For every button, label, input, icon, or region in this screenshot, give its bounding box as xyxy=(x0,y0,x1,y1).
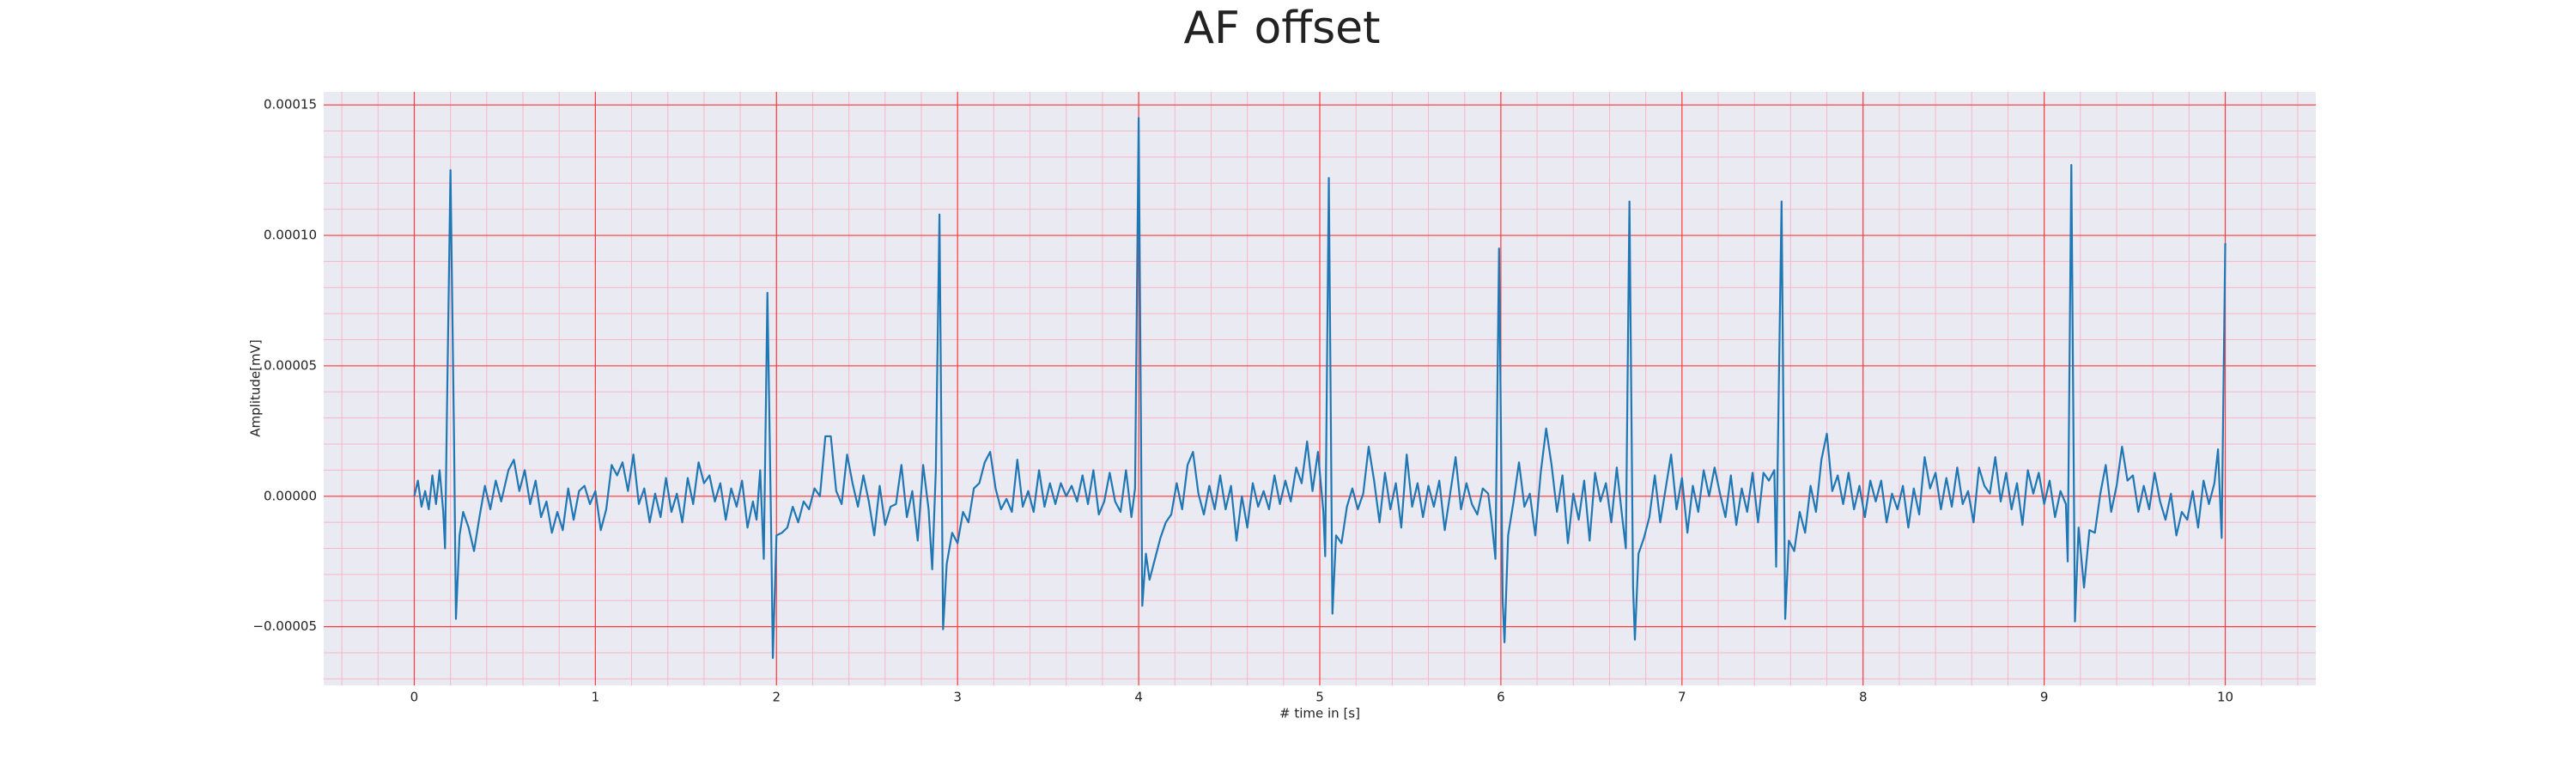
x-tick-label: 8 xyxy=(1859,690,1868,705)
x-tick-label: 5 xyxy=(1315,690,1324,705)
x-tick-label: 0 xyxy=(410,690,419,705)
x-tick-label: 2 xyxy=(772,690,781,705)
chart-title: AF offset xyxy=(1183,3,1380,54)
x-tick-label: 7 xyxy=(1678,690,1686,705)
x-tick-label: 6 xyxy=(1497,690,1505,705)
signal-line xyxy=(413,117,2227,660)
y-tick-label: 0.00010 xyxy=(264,228,317,243)
y-tick-label: 0.00015 xyxy=(264,97,317,113)
y-axis-label: Amplitude[mV] xyxy=(248,339,264,436)
x-axis-label: # time in [s] xyxy=(1279,706,1360,721)
x-tick-label: 4 xyxy=(1134,690,1143,705)
x-tick-label: 10 xyxy=(2217,690,2233,705)
x-tick-label: 9 xyxy=(2040,690,2049,705)
y-tick-label: 0.00005 xyxy=(264,357,317,373)
y-tick-label: 0.00000 xyxy=(264,488,317,503)
x-tick-label: 3 xyxy=(953,690,962,705)
y-tick-label: −0.00005 xyxy=(252,618,317,634)
x-tick-label: 1 xyxy=(592,690,600,705)
